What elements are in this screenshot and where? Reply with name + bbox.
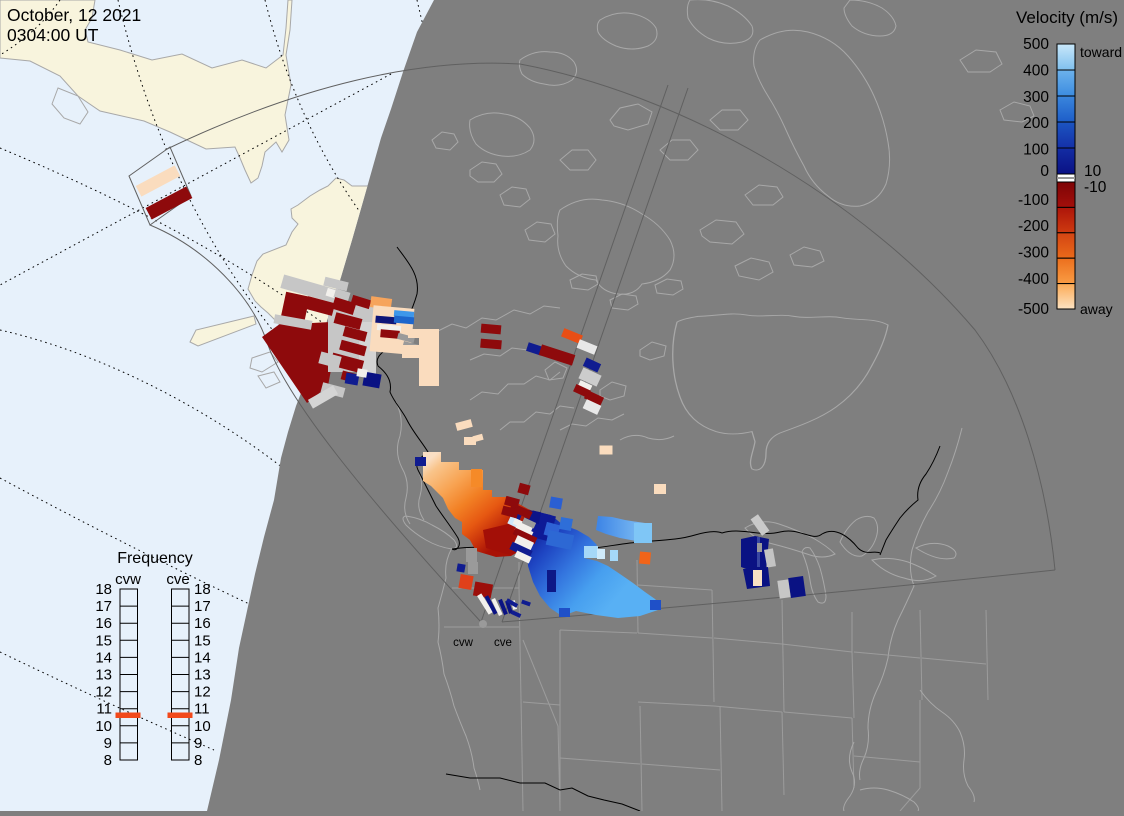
svg-text:toward: toward: [1080, 44, 1122, 60]
svg-text:18: 18: [194, 581, 211, 598]
svg-text:October, 12 2021: October, 12 2021: [7, 5, 141, 25]
svg-text:18: 18: [95, 581, 112, 598]
svg-text:15: 15: [194, 632, 211, 649]
svg-text:15: 15: [95, 632, 112, 649]
svg-text:-300: -300: [1018, 245, 1049, 262]
svg-text:16: 16: [95, 615, 112, 632]
svg-text:9: 9: [194, 735, 202, 752]
svg-text:cve: cve: [166, 571, 189, 588]
svg-text:11: 11: [194, 701, 210, 718]
svg-text:-200: -200: [1018, 218, 1049, 235]
svg-text:9: 9: [104, 735, 112, 752]
svg-text:cvw: cvw: [115, 571, 141, 588]
svg-text:14: 14: [194, 649, 211, 666]
svg-text:13: 13: [194, 667, 211, 684]
svg-text:12: 12: [95, 684, 112, 701]
svg-text:12: 12: [194, 684, 211, 701]
svg-text:-100: -100: [1018, 192, 1049, 209]
svg-text:10: 10: [1084, 163, 1102, 180]
svg-text:17: 17: [95, 598, 112, 615]
svg-text:Velocity (m/s): Velocity (m/s): [1016, 8, 1118, 27]
svg-text:200: 200: [1023, 115, 1049, 132]
svg-text:16: 16: [194, 615, 211, 632]
svg-text:300: 300: [1023, 89, 1049, 106]
svg-text:away: away: [1080, 301, 1113, 317]
svg-text:11: 11: [96, 701, 112, 718]
svg-text:14: 14: [95, 649, 112, 666]
svg-text:10: 10: [95, 718, 112, 735]
svg-text:400: 400: [1023, 62, 1049, 79]
svg-text:13: 13: [95, 667, 112, 684]
svg-text:Frequency: Frequency: [117, 550, 193, 567]
svg-text:cve: cve: [494, 637, 512, 649]
svg-text:100: 100: [1023, 142, 1049, 159]
svg-text:0: 0: [1040, 163, 1049, 180]
svg-text:cvw: cvw: [453, 637, 474, 649]
svg-text:-500: -500: [1018, 301, 1049, 318]
svg-text:8: 8: [104, 752, 112, 769]
svg-text:10: 10: [194, 718, 211, 735]
svg-text:8: 8: [194, 752, 202, 769]
svg-text:-10: -10: [1084, 179, 1107, 196]
svg-text:0304:00 UT: 0304:00 UT: [7, 25, 99, 45]
svg-text:-400: -400: [1018, 271, 1049, 288]
svg-text:500: 500: [1023, 36, 1049, 53]
svg-text:17: 17: [194, 598, 211, 615]
